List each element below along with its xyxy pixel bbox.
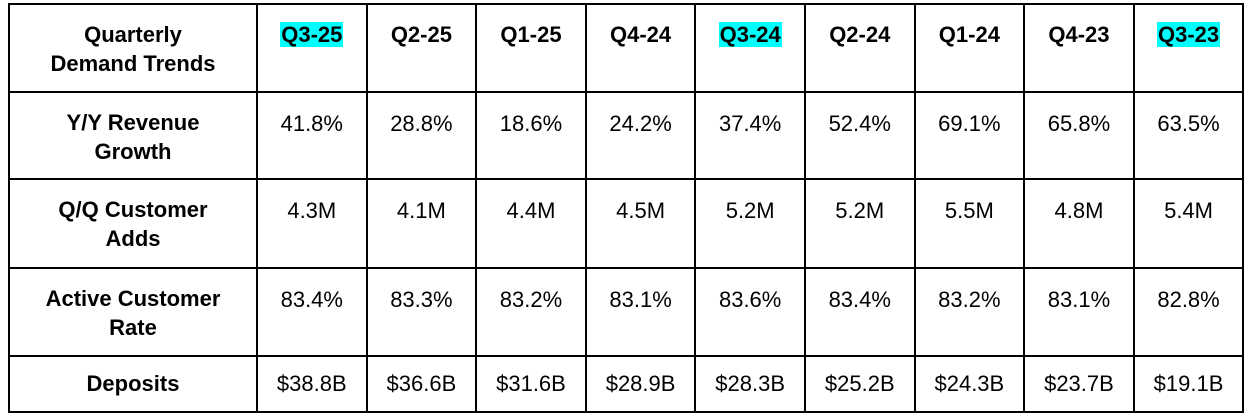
table-row-qq-customer-adds: Q/Q Customer Adds 4.3M 4.1M 4.4M 4.5M 5.… (8, 178, 1245, 269)
table-cell: 37.4% (694, 91, 806, 180)
table-cell: 63.5% (1132, 91, 1245, 180)
table-cell: $38.8B (256, 355, 368, 413)
table-cell: $28.3B (694, 355, 806, 413)
table-cell: $36.6B (365, 355, 478, 413)
table-row-active-customer-rate: Active Customer Rate 83.4% 83.3% 83.2% 8… (8, 267, 1245, 357)
table-cell: 5.2M (694, 178, 806, 269)
column-header-q4-23: Q4-23 (1023, 3, 1135, 93)
table-cell: 18.6% (475, 91, 587, 180)
column-header-q1-25: Q1-25 (475, 3, 587, 93)
header-row: Quarterly Demand Trends Q3-25 Q2-25 Q1-2… (8, 3, 1245, 93)
table-cell: $25.2B (803, 355, 916, 413)
table-cell: $28.9B (584, 355, 697, 413)
table-cell: $24.3B (913, 355, 1026, 413)
table-cell: 28.8% (365, 91, 478, 180)
quarter-label: Q2-24 (829, 22, 891, 47)
quarter-label: Q2-25 (390, 22, 452, 47)
table-cell: 83.1% (584, 267, 697, 357)
table-cell: $23.7B (1023, 355, 1135, 413)
table-cell: $19.1B (1132, 355, 1245, 413)
table-cell: 69.1% (913, 91, 1026, 180)
quarter-label: Q1-25 (500, 22, 562, 47)
table-cell: 83.6% (694, 267, 806, 357)
table-cell: 52.4% (803, 91, 916, 180)
table-cell: 82.8% (1132, 267, 1245, 357)
table-cell: 83.3% (365, 267, 478, 357)
table-row-deposits: Deposits $38.8B $36.6B $31.6B $28.9B $28… (8, 355, 1245, 413)
quarterly-demand-trends-table: Quarterly Demand Trends Q3-25 Q2-25 Q1-2… (8, 3, 1245, 413)
quarter-label-highlighted: Q3-23 (1156, 22, 1221, 47)
row-label: Q/Q Customer Adds (8, 178, 258, 269)
table-row-yy-revenue-growth: Y/Y Revenue Growth 41.8% 28.8% 18.6% 24.… (8, 91, 1245, 180)
table-cell: 4.4M (475, 178, 587, 269)
quarter-label: Q4-23 (1048, 22, 1110, 47)
table-cell: 83.4% (803, 267, 916, 357)
quarterly-demand-trends-table-container: Quarterly Demand Trends Q3-25 Q2-25 Q1-2… (8, 3, 1245, 413)
table-cell: 5.4M (1132, 178, 1245, 269)
table-cell: 4.5M (584, 178, 697, 269)
row-label: Deposits (8, 355, 258, 413)
quarter-label: Q1-24 (938, 22, 1000, 47)
column-header-q3-24: Q3-24 (694, 3, 806, 93)
column-header-q2-24: Q2-24 (803, 3, 916, 93)
table-cell: 41.8% (256, 91, 368, 180)
column-header-q1-24: Q1-24 (913, 3, 1026, 93)
table-cell: 83.2% (475, 267, 587, 357)
quarter-label-highlighted: Q3-24 (718, 22, 782, 47)
table-cell: 4.3M (256, 178, 368, 269)
column-header-q4-24: Q4-24 (584, 3, 697, 93)
column-header-q3-23: Q3-23 (1132, 3, 1245, 93)
table-cell: 24.2% (584, 91, 697, 180)
row-label: Active Customer Rate (8, 267, 258, 357)
table-cell: 5.2M (803, 178, 916, 269)
column-header-q3-25: Q3-25 (256, 3, 368, 93)
table-cell: 4.1M (365, 178, 478, 269)
table-cell: $31.6B (475, 355, 587, 413)
table-cell: 83.1% (1023, 267, 1135, 357)
column-header-q2-25: Q2-25 (365, 3, 478, 93)
table-title: Quarterly Demand Trends (8, 3, 258, 93)
quarter-label-highlighted: Q3-25 (280, 22, 344, 47)
table-cell: 65.8% (1023, 91, 1135, 180)
table-cell: 4.8M (1023, 178, 1135, 269)
row-label: Y/Y Revenue Growth (8, 91, 258, 180)
table-cell: 83.2% (913, 267, 1026, 357)
table-cell: 5.5M (913, 178, 1026, 269)
table-cell: 83.4% (256, 267, 368, 357)
quarter-label: Q4-24 (610, 22, 672, 47)
